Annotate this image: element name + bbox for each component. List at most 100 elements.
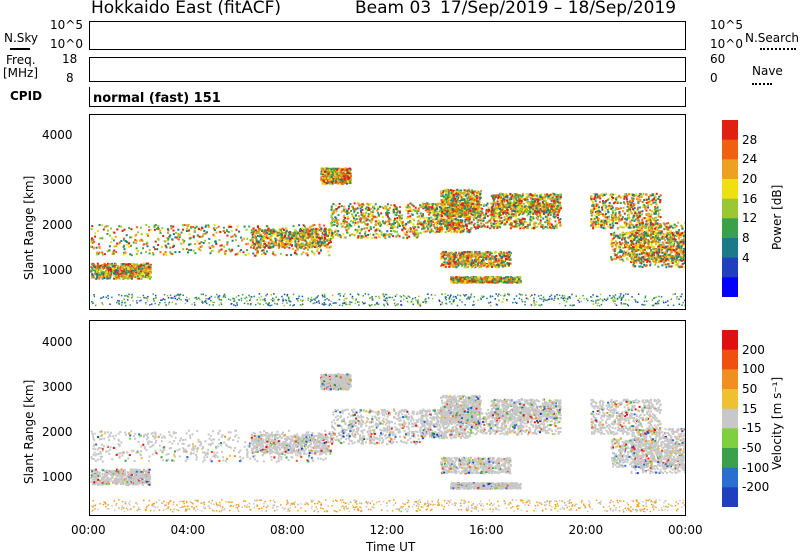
echo-cell <box>120 240 123 243</box>
echo-cell <box>96 251 99 254</box>
echo-cell <box>322 230 325 233</box>
echo-cell <box>543 203 546 206</box>
echo-cell <box>108 277 111 280</box>
echo-cell <box>419 206 422 209</box>
echo-cell <box>508 218 511 221</box>
echo-cell <box>90 227 93 230</box>
echo-cell <box>152 253 155 256</box>
echo-cell <box>273 243 276 246</box>
echo-cell <box>381 215 384 218</box>
echo-cell <box>521 192 524 195</box>
echo-cell <box>427 210 430 213</box>
echo-cell <box>366 223 369 226</box>
echo-cell <box>522 223 525 226</box>
echo-cell <box>486 202 489 205</box>
echo-cell <box>516 200 519 202</box>
echo-cell <box>321 176 324 179</box>
echo-cell <box>552 210 555 212</box>
echo-cell <box>557 209 560 211</box>
echo-cell <box>194 227 197 230</box>
echo-cell <box>320 173 323 176</box>
echo-cell <box>466 189 469 192</box>
echo-cell <box>541 224 544 227</box>
echo-cell <box>463 203 466 206</box>
echo-cell <box>430 216 433 219</box>
echo-cell <box>319 238 322 240</box>
echo-cell <box>466 208 469 211</box>
echo-cell <box>139 275 142 278</box>
echo-cell <box>258 241 261 244</box>
echo-cell <box>477 204 479 207</box>
echo-cell <box>305 230 308 233</box>
echo-cell <box>399 217 402 220</box>
echo-cell <box>452 196 455 199</box>
echo-cell <box>248 225 251 228</box>
echo-cell <box>365 227 368 230</box>
echo-cell <box>493 212 496 215</box>
echo-cell <box>449 228 452 231</box>
echo-cell <box>135 266 138 269</box>
echo-cell <box>436 222 439 225</box>
echo-cell <box>518 211 521 214</box>
echo-cell <box>337 223 340 226</box>
echo-cell <box>531 204 534 207</box>
echo-cell <box>526 196 528 199</box>
echo-cell <box>252 230 255 232</box>
echo-cell <box>116 242 119 245</box>
echo-cell <box>315 232 318 235</box>
echo-cell <box>500 196 502 199</box>
echo-cell <box>426 211 429 213</box>
echo-cell <box>285 254 288 257</box>
echo-cell <box>329 179 332 182</box>
echo-cell <box>123 239 126 242</box>
echo-cell <box>427 221 430 224</box>
echo-cell <box>465 211 468 214</box>
echo-cell <box>129 268 132 271</box>
echo-cell <box>480 190 482 192</box>
echo-cell <box>128 245 131 248</box>
echo-cell <box>502 197 505 200</box>
echo-cell <box>491 194 494 197</box>
echo-cell <box>214 240 217 243</box>
echo-cell <box>482 253 485 256</box>
echo-cell <box>327 174 330 177</box>
echo-cell <box>321 173 324 176</box>
echo-cell <box>529 222 531 225</box>
echo-cell <box>346 180 349 183</box>
echo-cell <box>268 230 271 233</box>
echo-cell <box>513 197 516 200</box>
echo-cell <box>513 210 516 212</box>
echo-cell <box>305 233 308 236</box>
echo-cell <box>370 207 373 210</box>
echo-cell <box>525 200 528 203</box>
echo-cell <box>351 213 353 216</box>
echo-cell <box>336 180 339 183</box>
echo-cell <box>255 254 258 257</box>
echo-cell <box>153 225 156 228</box>
echo-cell <box>485 222 488 224</box>
echo-cell <box>300 238 303 241</box>
echo-cell <box>409 202 412 205</box>
echo-cell <box>552 202 555 205</box>
echo-cell <box>546 193 549 196</box>
echo-cell <box>323 239 325 242</box>
echo-cell <box>521 208 523 211</box>
echo-cell <box>296 234 299 237</box>
echo-cell <box>467 191 470 194</box>
echo-cell <box>144 269 146 272</box>
echo-cell <box>448 224 451 226</box>
echo-cell <box>349 203 352 206</box>
echo-cell <box>519 207 522 210</box>
echo-cell <box>443 265 446 268</box>
echo-cell <box>115 250 118 253</box>
echo-cell <box>342 216 345 219</box>
echo-cell <box>296 248 299 251</box>
echo-cell <box>141 268 144 271</box>
echo-cell <box>303 247 306 250</box>
echo-cell <box>290 253 293 256</box>
echo-cell <box>502 209 505 212</box>
echo-cell <box>117 272 120 275</box>
echo-cell <box>391 223 394 226</box>
echo-cell <box>253 245 256 248</box>
echo-cell <box>490 226 493 229</box>
